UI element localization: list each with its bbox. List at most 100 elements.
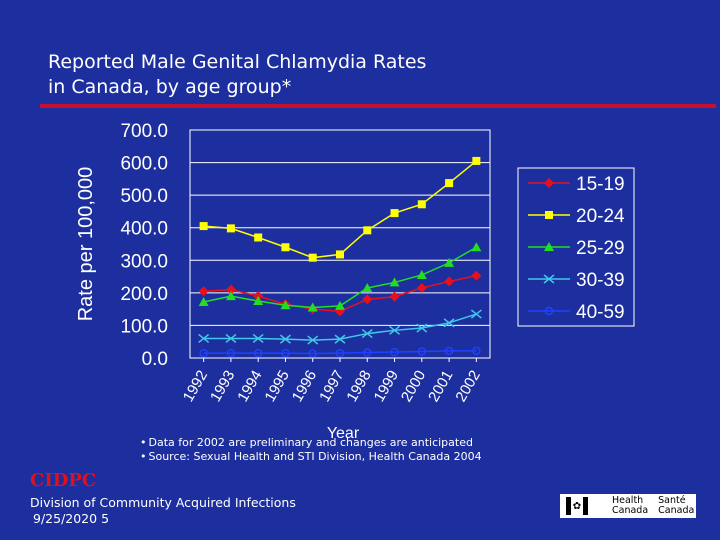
data-point-40-59-1993: [226, 348, 236, 358]
data-point-25-29-1999: [389, 277, 400, 287]
data-point-25-29-1993: [225, 291, 236, 301]
data-point-30-39-1998: [361, 328, 373, 339]
data-point-20-24-2000: [417, 200, 426, 209]
data-point-20-24-1995: [281, 243, 290, 252]
data-point-20-24-2002: [472, 156, 481, 165]
data-point-25-29-2000: [416, 269, 427, 279]
data-point-30-39-1997: [334, 334, 346, 344]
data-point-20-24-1996: [308, 253, 317, 262]
data-point-25-29-1998: [362, 282, 373, 292]
org-acronym: CIDPC: [30, 470, 97, 491]
series-line-30-39: [203, 313, 477, 341]
y-tick-label: 300.0: [120, 251, 168, 272]
data-point-30-39-2001: [443, 318, 455, 328]
data-point-40-59-2002: [472, 346, 481, 356]
x-tick-label: 1993: [207, 368, 238, 405]
y-tick-label: 400.0: [120, 219, 168, 240]
health-canada-logo: ✿ Health Canada Santé Canada: [560, 494, 696, 518]
data-point-20-24-1997: [336, 250, 344, 259]
data-point-25-29-1997: [335, 300, 345, 310]
footnote-source: Source: Sexual Health and STI Division, …: [140, 450, 482, 464]
data-point-25-29-2001: [444, 257, 455, 267]
legend-label-25-29: 25-29: [576, 238, 625, 259]
data-point-20-24-1992: [199, 222, 208, 231]
data-point-20-24-1993: [226, 224, 235, 233]
legend-label-40-59: 40-59: [576, 302, 625, 323]
legend-label-30-39: 30-39: [576, 270, 625, 291]
x-tick-label: 1996: [289, 368, 320, 405]
division-name: Division of Community Acquired Infection…: [30, 495, 296, 510]
y-tick-label: 100.0: [120, 316, 168, 337]
data-point-30-39-1996: [307, 335, 319, 345]
legend-marker-15-19: [544, 178, 554, 188]
data-point-15-19-1992: [198, 286, 209, 297]
title-line-1: Reported Male Genital Chlamydia Rates: [48, 51, 427, 73]
data-point-40-59-1994: [253, 348, 263, 358]
data-point-25-29-1996: [307, 302, 318, 312]
data-point-40-59-2001: [444, 346, 454, 356]
slide-title: Reported Male Genital Chlamydia Rates in…: [48, 50, 508, 100]
footnotes: Data for 2002 are preliminary and change…: [140, 436, 482, 464]
data-point-40-59-2000: [417, 347, 427, 356]
legend-label-20-24: 20-24: [576, 206, 625, 227]
data-point-30-39-1994: [252, 333, 264, 344]
data-point-15-19-2000: [416, 282, 427, 293]
legend-marker-25-29: [544, 242, 554, 251]
series-20-24: [199, 156, 481, 262]
series-line-40-59: [203, 350, 477, 355]
y-tick-label: 700.0: [120, 121, 168, 142]
data-point-30-39-1993: [225, 333, 237, 344]
series-30-39: [198, 309, 482, 345]
data-point-40-59-1997: [335, 348, 345, 358]
data-point-20-24-1998: [363, 226, 372, 235]
data-point-40-59-1999: [390, 347, 399, 357]
data-point-40-59-1998: [363, 348, 372, 357]
x-tick-label: 1998: [343, 368, 374, 405]
title-rule: [40, 104, 716, 108]
footnote-preliminary: Data for 2002 are preliminary and change…: [140, 436, 482, 450]
title-line-2: in Canada, by age group*: [48, 76, 292, 98]
x-tick-label: 1992: [180, 368, 211, 405]
data-point-20-24-1994: [254, 233, 263, 242]
data-point-15-19-2001: [444, 276, 455, 287]
x-tick-label: 2001: [425, 368, 456, 405]
gridlines: [190, 162, 490, 326]
legend-box: [517, 167, 635, 327]
y-tick-label: 500.0: [120, 186, 168, 207]
legend: 15-19 20-24 25-29 30-39 40-59: [528, 174, 625, 323]
x-tick-label: 1999: [371, 368, 402, 405]
data-point-30-39-1995: [279, 334, 291, 344]
slide-date-number: 9/25/2020 5: [33, 511, 110, 526]
data-point-20-24-1999: [390, 209, 399, 218]
y-tick-label: 600.0: [120, 154, 168, 175]
logo-text-english: Health Canada: [612, 495, 649, 516]
legend-label-15-19: 15-19: [576, 174, 625, 195]
data-point-15-19-1993: [225, 284, 236, 295]
series-25-29: [198, 242, 482, 312]
data-point-25-29-1992: [198, 296, 209, 306]
data-point-15-19-1998: [362, 294, 373, 305]
footer: Division of Community Acquired Infection…: [30, 495, 296, 527]
data-point-30-39-1999: [389, 325, 401, 335]
data-point-30-39-2002: [470, 309, 482, 319]
x-tick-label: 1994: [234, 368, 265, 405]
canada-flag-icon: ✿: [566, 497, 588, 515]
maple-leaf-icon: ✿: [572, 500, 582, 512]
data-point-30-39-2000: [416, 323, 428, 333]
y-axis-label: Rate per 100,000: [75, 167, 97, 322]
data-point-20-24-2001: [445, 179, 454, 188]
legend-marker-20-24: [545, 211, 553, 219]
x-tick-label: 2000: [398, 368, 429, 405]
legend-marker-40-59: [544, 306, 554, 316]
data-point-15-19-2002: [471, 270, 482, 281]
data-point-40-59-1992: [199, 348, 208, 358]
x-tick-label: 1997: [316, 368, 347, 405]
data-point-25-29-2002: [471, 242, 482, 252]
x-tick-label: 1995: [262, 368, 293, 405]
logo-text-french: Santé Canada: [658, 495, 695, 516]
data-point-30-39-1992: [198, 333, 210, 344]
chlamydia-rates-chart: 0.0 100.0 200.0 300.0 400.0 500.0 600.0 700.0 1…: [75, 121, 635, 440]
data-point-25-29-1994: [253, 296, 264, 305]
data-point-25-29-1995: [280, 300, 291, 310]
data-point-40-59-1995: [281, 348, 290, 358]
